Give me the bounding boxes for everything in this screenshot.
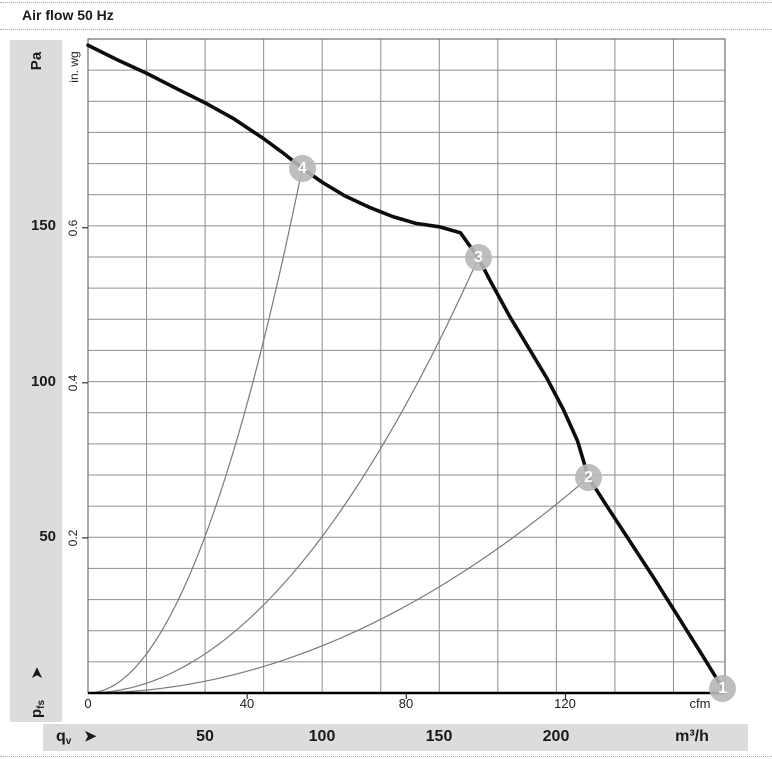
y-tick-inwg-06: 0.6 xyxy=(66,219,80,237)
section-title-bar: Air flow 50 Hz xyxy=(0,0,772,30)
x-tick-cfm-40: 40 xyxy=(239,696,255,711)
y-tick-pa-150: 150 xyxy=(30,217,56,234)
bottom-axis-panel xyxy=(43,724,748,751)
x-tick-m3h-100: 100 xyxy=(308,728,336,745)
operating-point-marker-3: 3 xyxy=(464,244,492,272)
x-tick-m3h-200: 200 xyxy=(542,728,570,745)
left-axis-panel xyxy=(10,40,62,722)
operating-point-marker-2: 2 xyxy=(574,463,602,491)
operating-point-marker-4: 4 xyxy=(288,154,316,182)
fan-curve xyxy=(86,43,725,691)
x-tick-m3h-50: 50 xyxy=(196,728,214,745)
pressure-axis-symbol: pfs xyxy=(27,699,47,719)
plot-area xyxy=(88,39,725,693)
divider-title-bottom xyxy=(0,29,772,30)
flow-axis-arrow-icon: ➤ xyxy=(84,728,97,745)
operating-point-marker-1: 1 xyxy=(709,674,737,702)
page-title: Air flow 50 Hz xyxy=(22,7,114,23)
y-axis-unit-inwg: in. wg xyxy=(67,51,81,83)
divider-top xyxy=(0,2,772,3)
x-tick-m3h-150: 150 xyxy=(425,728,453,745)
y-tick-inwg-04: 0.4 xyxy=(66,374,80,392)
flow-axis-symbol: qv xyxy=(56,728,72,747)
x-axis-unit-m3h: m³/h xyxy=(675,728,709,745)
system-curve-3 xyxy=(87,257,479,694)
x-tick-cfm-80: 80 xyxy=(398,696,414,711)
fan-curve-chart: Pa 150 100 50 ➤ pfs in. wg 0.6 0.4 0.2 0… xyxy=(0,30,772,759)
y-axis-unit-pa: Pa xyxy=(27,51,45,71)
y-tick-pa-50: 50 xyxy=(39,528,56,545)
pressure-axis-arrow-icon: ➤ xyxy=(29,666,46,680)
x-tick-cfm-0: 0 xyxy=(84,696,92,711)
x-tick-cfm-120: 120 xyxy=(554,696,576,711)
x-axis-unit-cfm: cfm xyxy=(689,696,711,711)
system-curve-2 xyxy=(87,477,589,694)
system-curve-4 xyxy=(87,168,303,694)
y-tick-pa-100: 100 xyxy=(30,373,56,390)
y-tick-inwg-02: 0.2 xyxy=(66,529,80,547)
plot-border xyxy=(87,38,726,694)
divider-bottom xyxy=(0,756,772,757)
